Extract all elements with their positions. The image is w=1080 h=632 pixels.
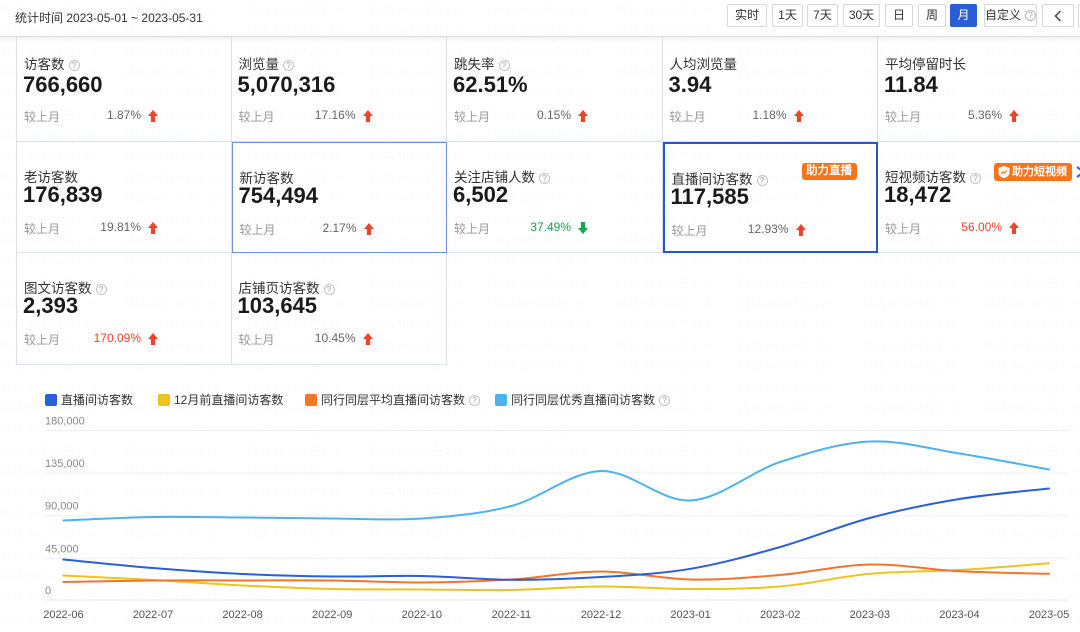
svg-text:2022-11: 2022-11 [492,609,532,621]
svg-text:2023-04: 2023-04 [939,609,979,621]
svg-text:2022-06: 2022-06 [43,609,83,621]
svg-text:0: 0 [45,585,51,597]
svg-text:135,000: 135,000 [45,458,85,470]
svg-text:45,000: 45,000 [45,543,79,555]
svg-text:2022-08: 2022-08 [222,609,262,621]
svg-text:2022-09: 2022-09 [312,609,352,621]
svg-text:90,000: 90,000 [45,501,79,513]
svg-text:2023-03: 2023-03 [850,609,890,621]
svg-text:2023-02: 2023-02 [760,609,800,621]
svg-text:2023-05: 2023-05 [1029,609,1069,621]
svg-text:2022-07: 2022-07 [133,609,173,621]
svg-text:180,000: 180,000 [45,416,85,428]
svg-text:2023-01: 2023-01 [670,609,710,621]
svg-text:2022-12: 2022-12 [581,609,621,621]
svg-text:2022-10: 2022-10 [402,609,442,621]
